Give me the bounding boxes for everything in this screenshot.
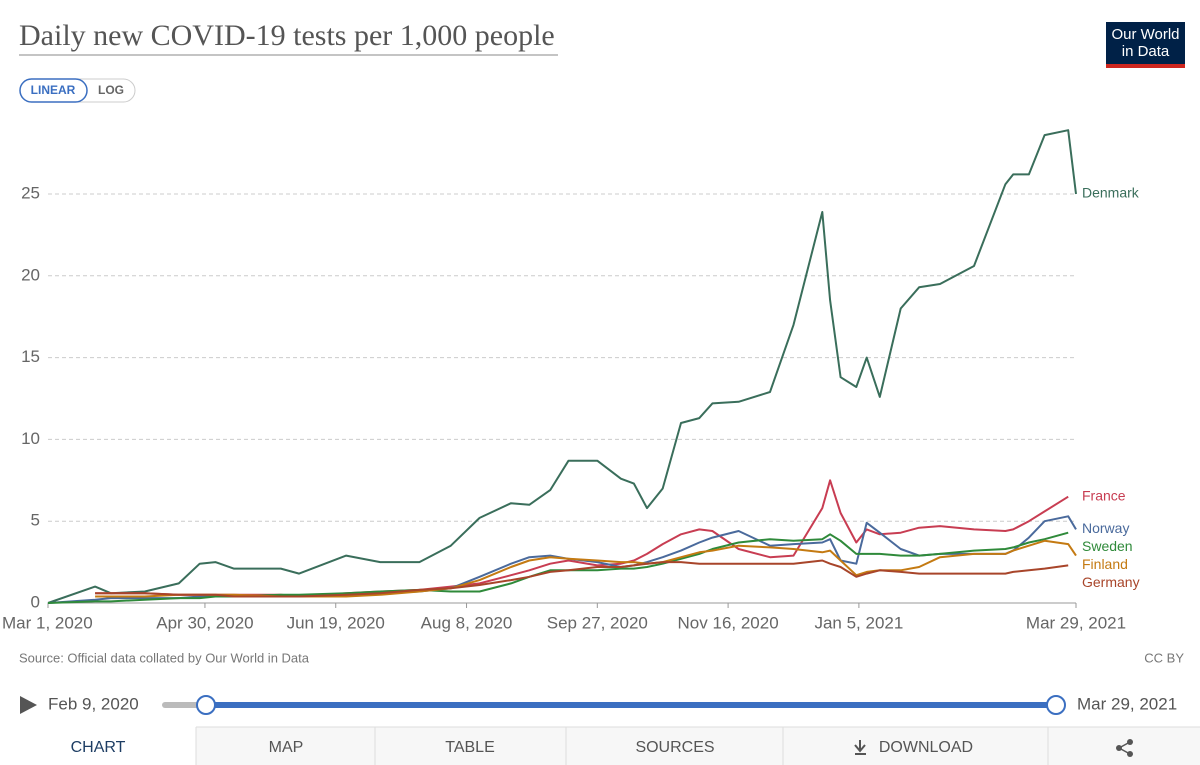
series-label: Sweden bbox=[1082, 538, 1133, 554]
tabs: CHART MAP TABLE SOURCES DOWNLOAD bbox=[71, 726, 1200, 765]
tab-chart[interactable]: CHART bbox=[71, 739, 126, 756]
license: CC BY bbox=[1144, 650, 1184, 665]
timeline-range bbox=[206, 702, 1056, 708]
x-tick-label: Apr 30, 2020 bbox=[156, 613, 253, 632]
scale-toggle[interactable]: LINEAR LOG bbox=[19, 78, 136, 103]
tab-download[interactable]: DOWNLOAD bbox=[879, 739, 973, 756]
timeline-end: Mar 29, 2021 bbox=[1077, 694, 1177, 713]
log-label[interactable]: LOG bbox=[98, 83, 124, 97]
series-line bbox=[47, 515, 1077, 604]
y-tick-label: 15 bbox=[21, 347, 40, 366]
y-tick-label: 25 bbox=[21, 183, 40, 202]
timeline-handle[interactable] bbox=[1046, 695, 1066, 715]
play-button[interactable] bbox=[20, 696, 37, 714]
series-label: Norway bbox=[1082, 520, 1129, 536]
timeline-start: Feb 9, 2020 bbox=[48, 694, 139, 713]
series-line bbox=[47, 129, 1077, 604]
x-tick-label: Jan 5, 2021 bbox=[814, 613, 903, 632]
share-icon bbox=[1116, 745, 1122, 751]
logo-box bbox=[1106, 22, 1185, 68]
series-label: Finland bbox=[1082, 556, 1128, 572]
timeline[interactable]: Feb 9, 2020 Mar 29, 2021 bbox=[20, 694, 1177, 715]
tab-sources[interactable]: SOURCES bbox=[635, 739, 714, 756]
x-tick-label: Mar 29, 2021 bbox=[1026, 613, 1126, 632]
series-label: Denmark bbox=[1082, 185, 1140, 201]
series-line bbox=[95, 559, 1069, 598]
series-line bbox=[95, 479, 1069, 598]
logo: Our World in Data bbox=[1106, 22, 1185, 68]
tab-table[interactable]: TABLE bbox=[445, 739, 495, 756]
linear-button[interactable] bbox=[19, 78, 88, 103]
chart-title: Daily new COVID-19 tests per 1,000 peopl… bbox=[19, 19, 555, 52]
download-icon bbox=[854, 740, 866, 755]
logo-text: Our World bbox=[1111, 26, 1179, 43]
plot: 0 5 10 15 20 25 Mar 1, 2020 Apr 30, 2020 Jun 19,… bbox=[2, 129, 1140, 632]
y-tick-label: 20 bbox=[21, 265, 40, 284]
share-icon bbox=[1127, 751, 1133, 757]
logo-text: in Data bbox=[1122, 43, 1170, 60]
x-tick-label: Mar 1, 2020 bbox=[2, 613, 93, 632]
series-label: Germany bbox=[1082, 574, 1140, 590]
y-tick-label: 10 bbox=[21, 429, 40, 448]
source: Source: Official data collated by Our Wo… bbox=[19, 650, 310, 665]
share-button[interactable] bbox=[1116, 739, 1133, 757]
logo-bar bbox=[1106, 64, 1185, 68]
x-tick-label: Sep 27, 2020 bbox=[547, 613, 648, 632]
linear-label[interactable]: LINEAR bbox=[31, 83, 76, 97]
share-icon bbox=[1127, 739, 1133, 745]
x-tick-label: Nov 16, 2020 bbox=[678, 613, 779, 632]
y-tick-label: 0 bbox=[31, 592, 40, 611]
x-tick-label: Aug 8, 2020 bbox=[421, 613, 513, 632]
y-tick-label: 5 bbox=[31, 511, 40, 530]
x-tick-label: Jun 19, 2020 bbox=[287, 613, 385, 632]
tab-map[interactable]: MAP bbox=[269, 739, 304, 756]
tab-background bbox=[196, 727, 1200, 765]
series-label: France bbox=[1082, 487, 1126, 503]
timeline-handle[interactable] bbox=[196, 695, 216, 715]
